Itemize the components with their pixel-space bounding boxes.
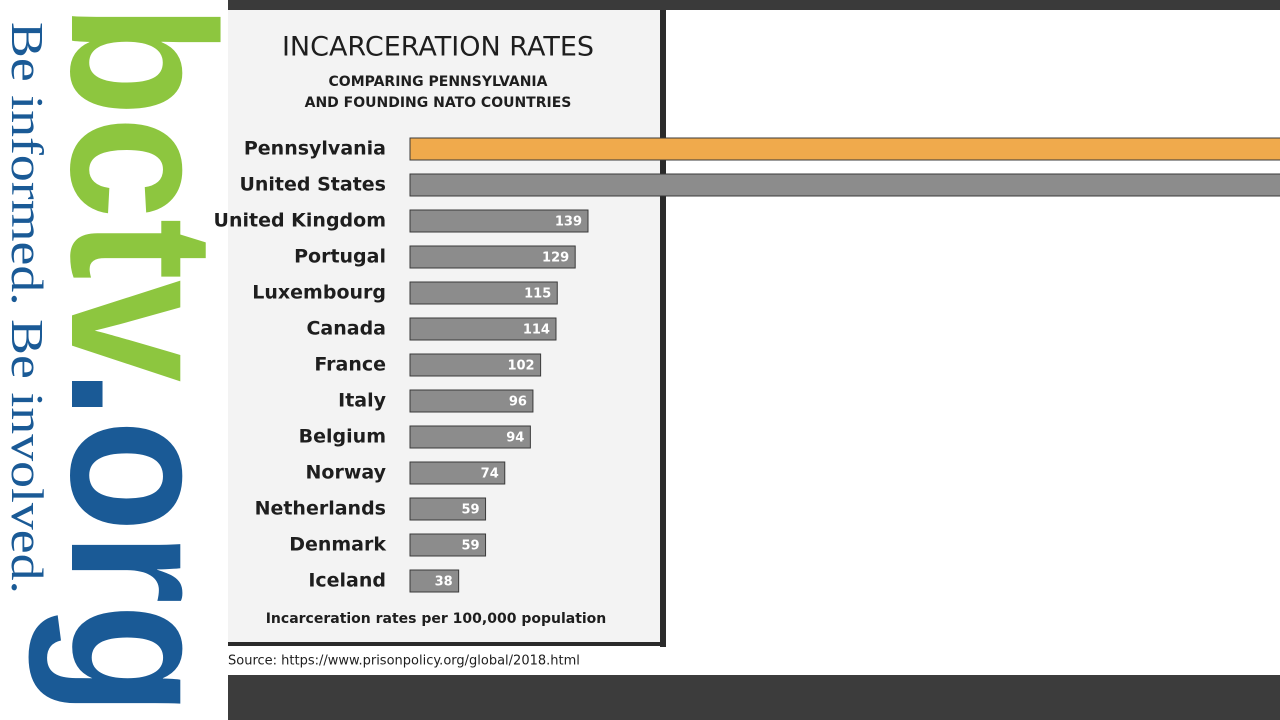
panel-border — [660, 10, 666, 647]
category-label: Luxembourg — [252, 282, 386, 304]
category-label: Portugal — [294, 246, 386, 268]
category-label: Netherlands — [255, 498, 386, 520]
logo-suffix: .org — [28, 369, 257, 716]
bottom-bar — [228, 675, 1280, 720]
logo-strip — [0, 0, 228, 720]
value-label: 139 — [555, 215, 582, 230]
logo-text: bctv.org — [28, 4, 257, 716]
bar — [409, 245, 576, 269]
bar — [409, 569, 460, 593]
category-label: Belgium — [299, 426, 386, 448]
category-label: United Kingdom — [214, 210, 386, 232]
chart-note: Incarceration rates per 100,000 populati… — [266, 611, 607, 627]
category-label: Iceland — [308, 570, 386, 592]
bar — [409, 497, 487, 521]
value-label: 59 — [461, 539, 479, 554]
value-label: 94 — [506, 431, 524, 446]
chart-subtitle: AND FOUNDING NATO COUNTRIES — [305, 95, 572, 111]
value-label: 59 — [461, 503, 479, 518]
bar — [409, 209, 589, 233]
value-label: 115 — [524, 287, 551, 302]
value-label: 114 — [523, 323, 550, 338]
bar — [409, 281, 558, 305]
bar — [409, 317, 557, 341]
top-bar — [228, 0, 1280, 10]
value-label: 38 — [435, 575, 453, 590]
logo-main: bctv — [28, 4, 257, 382]
bar — [409, 389, 534, 413]
value-label: 129 — [542, 251, 569, 266]
panel-border — [228, 642, 666, 646]
bar — [409, 353, 542, 377]
chart-source: Source: https://www.prisonpolicy.org/glo… — [228, 654, 580, 669]
bar — [409, 173, 1280, 197]
bar — [409, 533, 487, 557]
value-label: 102 — [507, 359, 534, 374]
category-label: France — [314, 354, 386, 376]
tagline: Be informed. Be involved. — [2, 22, 53, 594]
bar — [409, 425, 531, 449]
chart-title: INCARCERATION RATES — [282, 32, 594, 63]
bar — [409, 461, 506, 485]
chart-subtitle: COMPARING PENNSYLVANIA — [329, 74, 548, 90]
category-label: Pennsylvania — [244, 138, 386, 160]
category-label: United States — [239, 174, 386, 196]
value-label: 96 — [509, 395, 527, 410]
bar — [409, 137, 1280, 161]
category-label: Norway — [306, 462, 387, 484]
value-label: 74 — [481, 467, 499, 482]
category-label: Italy — [338, 390, 386, 412]
category-label: Canada — [306, 318, 386, 340]
category-label: Denmark — [289, 534, 386, 556]
